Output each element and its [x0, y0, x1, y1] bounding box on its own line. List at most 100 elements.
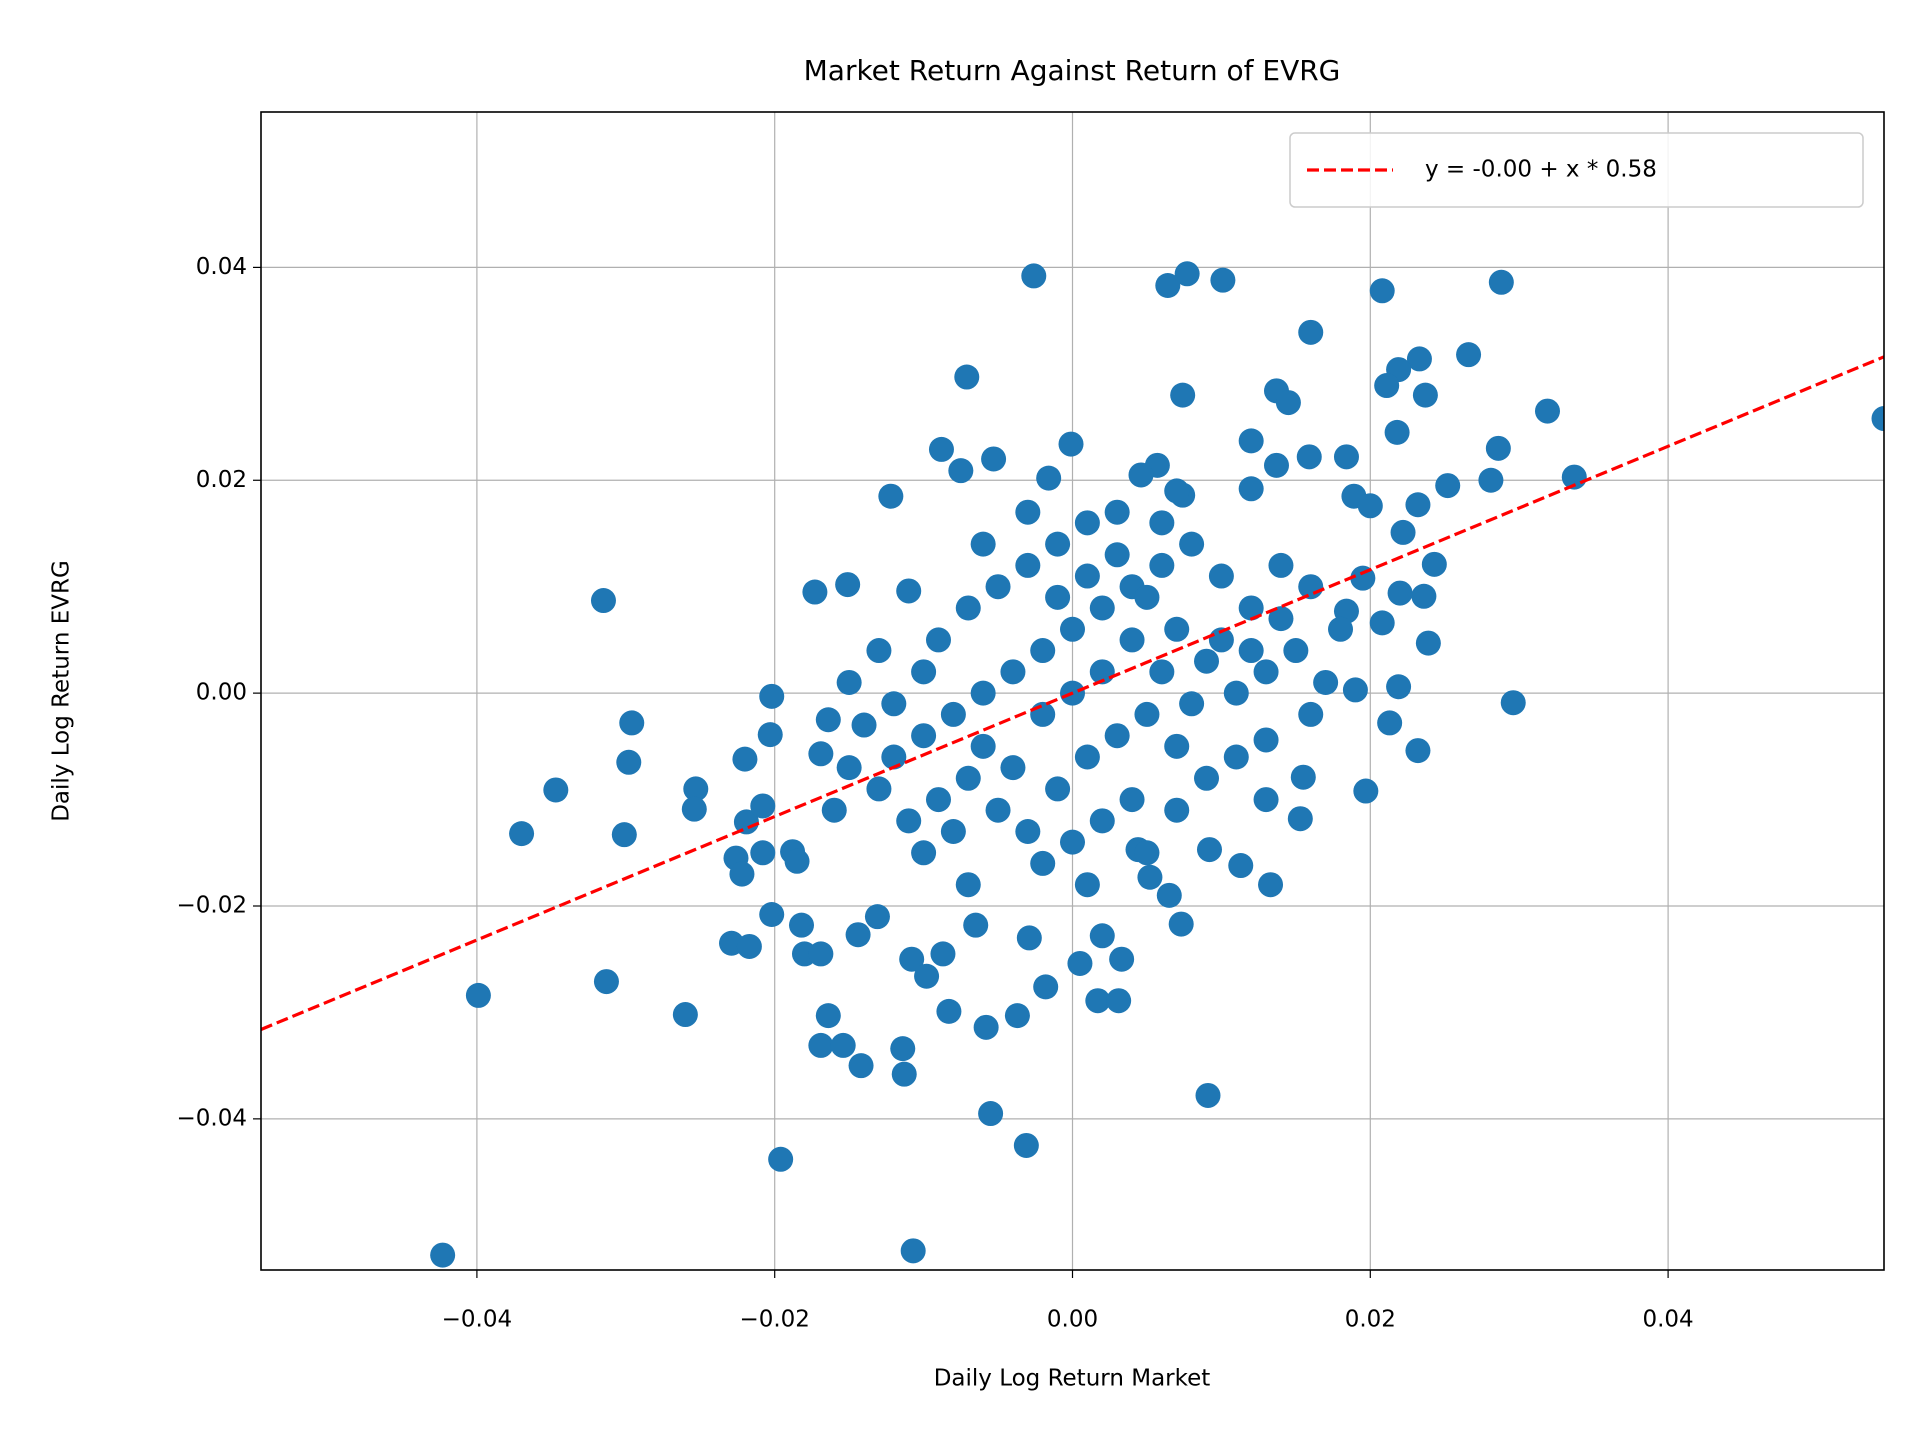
point: [430, 1242, 456, 1268]
point: [963, 912, 989, 938]
point: [1194, 765, 1220, 791]
point: [1137, 864, 1163, 890]
point: [821, 797, 847, 823]
point: [1333, 444, 1359, 470]
point: [848, 1053, 874, 1079]
point: [1283, 638, 1309, 664]
x-tick-label: 0.00: [1047, 1307, 1098, 1333]
point: [864, 904, 890, 930]
point: [1390, 519, 1416, 545]
point: [1313, 669, 1339, 695]
point: [1058, 431, 1084, 457]
y-tick-label: −0.04: [177, 1105, 247, 1131]
point: [1298, 319, 1324, 345]
point: [900, 1238, 926, 1264]
point: [1384, 419, 1410, 445]
point: [1258, 872, 1284, 898]
point: [940, 701, 966, 727]
point: [835, 572, 861, 598]
point: [802, 579, 828, 605]
point: [955, 595, 981, 621]
point: [1119, 787, 1145, 813]
point: [1208, 627, 1234, 653]
point: [784, 848, 810, 874]
point: [1149, 510, 1175, 536]
point: [1074, 563, 1100, 589]
point: [1074, 872, 1100, 898]
point: [973, 1014, 999, 1040]
point: [1174, 261, 1200, 287]
point: [940, 818, 966, 844]
point: [1210, 267, 1236, 293]
point: [955, 765, 981, 791]
point: [911, 840, 937, 866]
point: [808, 1032, 834, 1058]
point: [1045, 584, 1071, 610]
point: [878, 483, 904, 509]
point: [1296, 444, 1322, 470]
legend-label: y = -0.00 + x * 0.58: [1425, 157, 1657, 183]
point: [1036, 465, 1062, 491]
point: [1074, 510, 1100, 536]
point: [1106, 988, 1132, 1014]
point: [1253, 727, 1279, 753]
point: [1164, 797, 1190, 823]
point: [759, 902, 785, 928]
point: [681, 796, 707, 822]
y-tick-label: −0.02: [177, 892, 247, 918]
point: [1149, 659, 1175, 685]
point: [1067, 950, 1093, 976]
point: [1179, 531, 1205, 557]
point: [1015, 818, 1041, 844]
point: [836, 669, 862, 695]
point: [1353, 778, 1379, 804]
point: [1223, 680, 1249, 706]
point: [750, 840, 776, 866]
point: [759, 683, 785, 709]
point: [1238, 638, 1264, 664]
point: [1405, 492, 1431, 518]
x-tick-label: −0.02: [739, 1307, 809, 1333]
point: [1089, 595, 1115, 621]
point: [1109, 946, 1135, 972]
point: [543, 777, 569, 803]
point: [808, 941, 834, 967]
point: [757, 722, 783, 748]
point: [1164, 616, 1190, 642]
point: [808, 741, 834, 767]
point: [1386, 674, 1412, 700]
point: [1119, 627, 1145, 653]
point: [509, 821, 535, 847]
point: [930, 941, 956, 967]
point: [1374, 373, 1400, 399]
point: [1488, 269, 1514, 295]
point: [1194, 648, 1220, 674]
point: [896, 578, 922, 604]
y-tick-label: 0.00: [196, 680, 247, 706]
point: [1357, 493, 1383, 519]
point: [1411, 583, 1437, 609]
point: [1415, 630, 1441, 656]
point: [845, 922, 871, 948]
point: [1104, 499, 1130, 525]
point: [1263, 452, 1289, 478]
point: [1000, 755, 1026, 781]
point: [1164, 478, 1190, 504]
point: [1015, 499, 1041, 525]
point: [1155, 272, 1181, 298]
point: [1405, 738, 1431, 764]
point: [1134, 701, 1160, 727]
point: [1387, 580, 1413, 606]
point: [891, 1061, 917, 1087]
points: [430, 261, 1884, 1268]
point: [733, 809, 759, 835]
point: [1033, 974, 1059, 1000]
point: [970, 531, 996, 557]
point: [1298, 701, 1324, 727]
point: [736, 933, 762, 959]
point: [815, 1003, 841, 1029]
point: [981, 446, 1007, 472]
point: [1045, 531, 1071, 557]
point: [1060, 616, 1085, 642]
